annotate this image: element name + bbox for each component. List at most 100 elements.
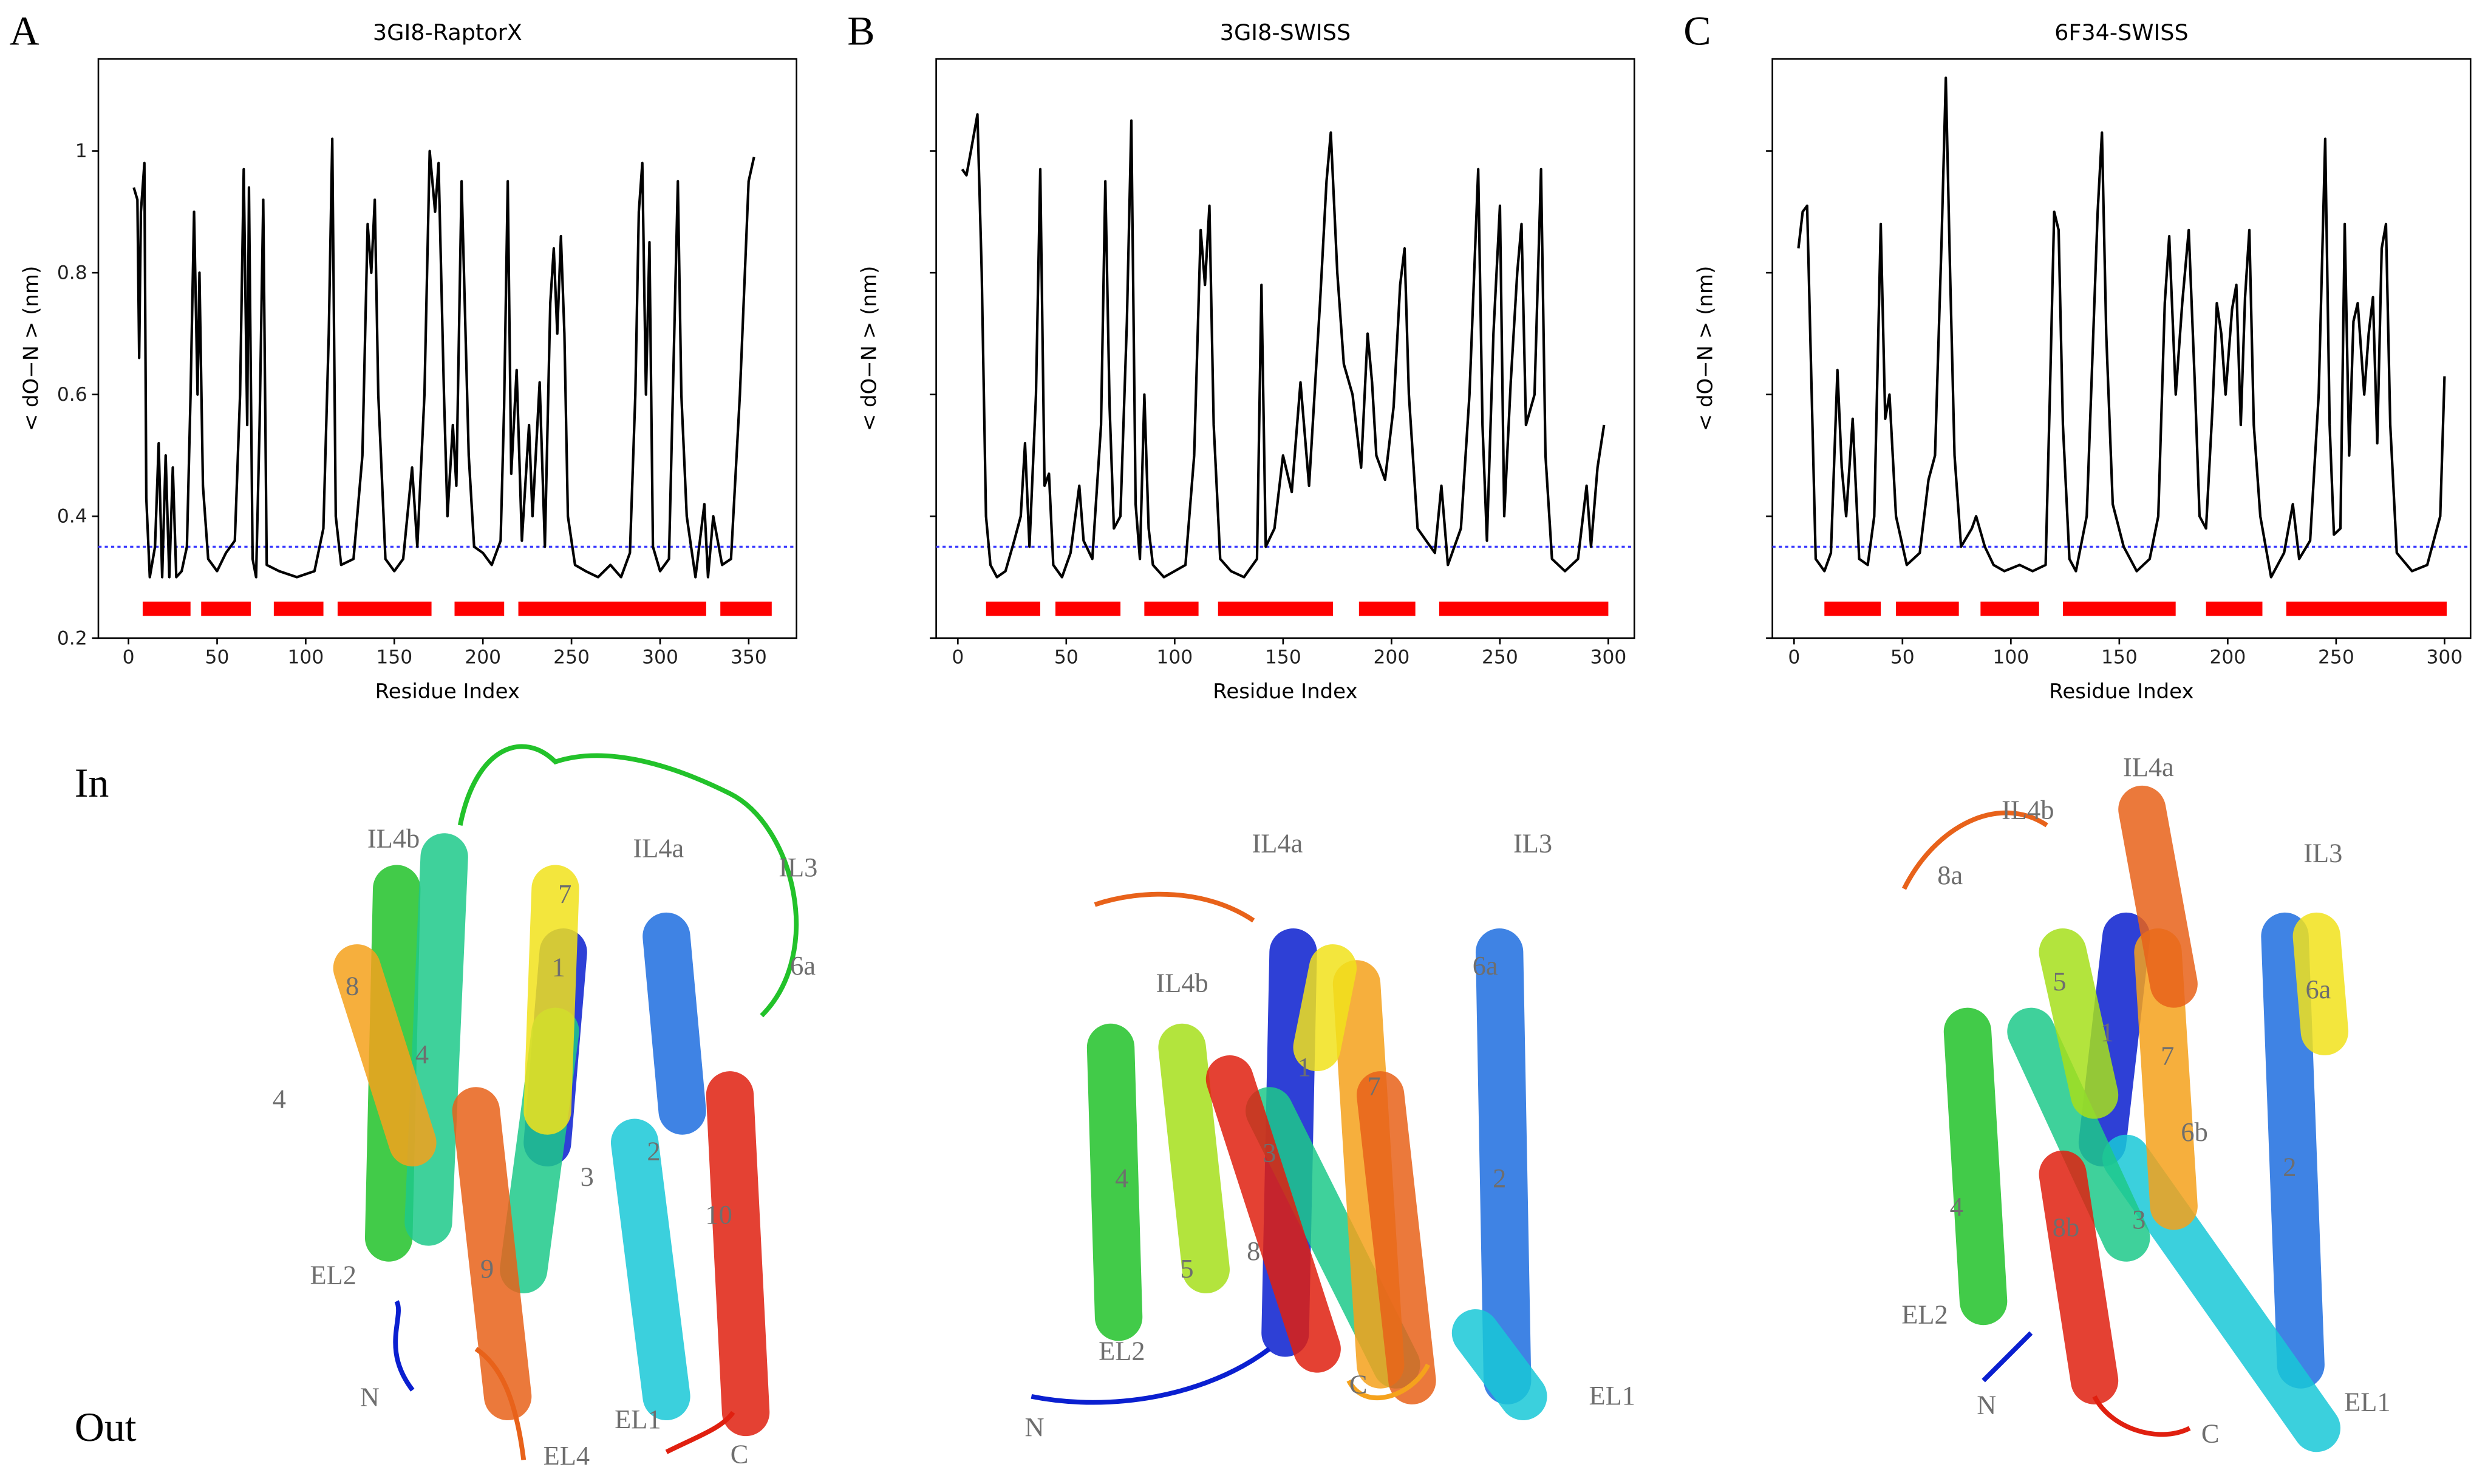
x-tick-label: 150 <box>376 647 412 669</box>
structure-label: 5 <box>1180 1253 1193 1284</box>
structure-label: EL1 <box>1589 1380 1635 1411</box>
chart-title: 3GI8-SWISS <box>1220 19 1351 46</box>
structure-label: IL3 <box>779 852 817 882</box>
side-label: Out <box>75 1404 137 1450</box>
structure-label: 8 <box>346 971 359 1001</box>
helix-ribbon <box>1158 1023 1230 1293</box>
x-tick-label: 300 <box>642 647 678 669</box>
y-tick-label: 1 <box>75 140 87 162</box>
structure-label: IL4b <box>1156 968 1208 998</box>
helix-bar <box>720 601 772 616</box>
data-line <box>132 137 755 579</box>
x-tick-label: 200 <box>2209 647 2246 669</box>
plot-frame <box>935 58 1635 639</box>
helix-ribbon <box>452 1087 532 1421</box>
x-axis-label: Residue Index <box>2049 679 2193 704</box>
structure-label: IL4a <box>633 832 684 863</box>
structure-label: 7 <box>1368 1070 1381 1101</box>
structure-label: EL1 <box>615 1404 661 1434</box>
helix-ribbon <box>2039 1150 2119 1404</box>
x-tick-label: 300 <box>2426 647 2462 669</box>
structure-label: 1 <box>1298 1052 1311 1082</box>
x-tick-label: 0 <box>1788 647 1800 669</box>
helix-bar <box>1980 601 2039 616</box>
plot-frame <box>97 58 797 639</box>
helix-ribbon <box>1086 1023 1143 1341</box>
structure-label: 10 <box>705 1199 732 1230</box>
helix-ribbon <box>1293 944 1357 1072</box>
helix-bar <box>2206 601 2263 616</box>
structure-label: 2 <box>1493 1163 1506 1193</box>
helix-ribbon <box>523 865 579 1135</box>
structure-label: 4 <box>1950 1191 1963 1222</box>
helix-ribbon <box>2039 928 2119 1119</box>
x-tick-label: 100 <box>1156 647 1193 669</box>
helix-ribbon <box>2292 912 2349 1056</box>
structure-label: 8a <box>1937 860 1963 890</box>
data-line <box>961 113 1606 579</box>
structure-label: IL4a <box>2123 752 2174 782</box>
structure-label: 4 <box>273 1083 286 1114</box>
y-tick-label: 0.4 <box>57 506 87 528</box>
structure-label: 3 <box>2132 1204 2145 1234</box>
y-axis-label: < dO−N > (nm) <box>19 266 44 432</box>
loop <box>665 1411 735 1454</box>
loop <box>1031 1347 1271 1405</box>
x-tick-label: 350 <box>731 647 767 669</box>
loop <box>1901 810 2048 890</box>
x-tick-label: 100 <box>1992 647 2029 669</box>
structure-label: IL3 <box>1513 828 1552 859</box>
structure-label: 3 <box>581 1161 594 1191</box>
structure-label: 8b <box>2053 1212 2079 1242</box>
helix-ribbon <box>2261 912 2325 1389</box>
helix-ribbon <box>1475 928 1532 1404</box>
structure-label: 8 <box>1247 1236 1260 1266</box>
helix-bar <box>986 601 1040 616</box>
panel-letter: C <box>1683 8 1711 54</box>
structure-label: IL4b <box>2002 795 2054 825</box>
structure-label: 5 <box>2053 966 2066 996</box>
panel-letter: B <box>847 8 874 54</box>
helix-ribbon <box>2007 1007 2150 1262</box>
data-line <box>1797 77 2446 579</box>
loop <box>393 1300 415 1392</box>
helix-bar <box>201 601 251 616</box>
x-tick-label: 100 <box>287 647 324 669</box>
side-label: In <box>75 760 109 806</box>
helix-ribbon <box>404 833 468 1246</box>
x-tick-label: 50 <box>1054 647 1079 669</box>
structure-label: 1 <box>2101 1017 2114 1047</box>
structure-label: N <box>360 1381 380 1412</box>
structure-label: N <box>1025 1412 1045 1442</box>
structure-label: 6a <box>2305 974 2331 1004</box>
loop <box>1982 1331 2033 1383</box>
structure-label: 4 <box>415 1039 429 1069</box>
structure-label: C <box>731 1439 749 1469</box>
loop <box>1094 891 1255 923</box>
structure-label: 7 <box>558 879 571 909</box>
x-tick-label: 200 <box>465 647 501 669</box>
structure-label: 4 <box>1115 1163 1128 1193</box>
structure-label: IL4a <box>1252 828 1303 859</box>
helix-ribbon <box>610 1118 690 1421</box>
y-tick-label: 0.8 <box>57 262 87 284</box>
helix-bar <box>1144 601 1199 616</box>
x-axis-label: Residue Index <box>375 679 520 704</box>
x-tick-label: 250 <box>2318 647 2354 669</box>
loop <box>1346 1363 1431 1401</box>
helix-ribbon <box>2118 785 2198 1008</box>
plot-frame <box>1771 58 2472 639</box>
x-tick-label: 250 <box>553 647 590 669</box>
x-tick-label: 150 <box>2101 647 2138 669</box>
chart-title: 6F34-SWISS <box>2054 19 2189 46</box>
x-tick-label: 0 <box>123 647 135 669</box>
x-tick-label: 0 <box>952 647 964 669</box>
helix-bar <box>2063 601 2176 616</box>
structure-label: EL1 <box>2344 1386 2390 1417</box>
helix-ribbon <box>1943 1007 2008 1326</box>
x-tick-label: 50 <box>1890 647 1915 669</box>
structure-label: IL3 <box>2303 837 2342 868</box>
structure-label: 7 <box>2161 1041 2174 1071</box>
